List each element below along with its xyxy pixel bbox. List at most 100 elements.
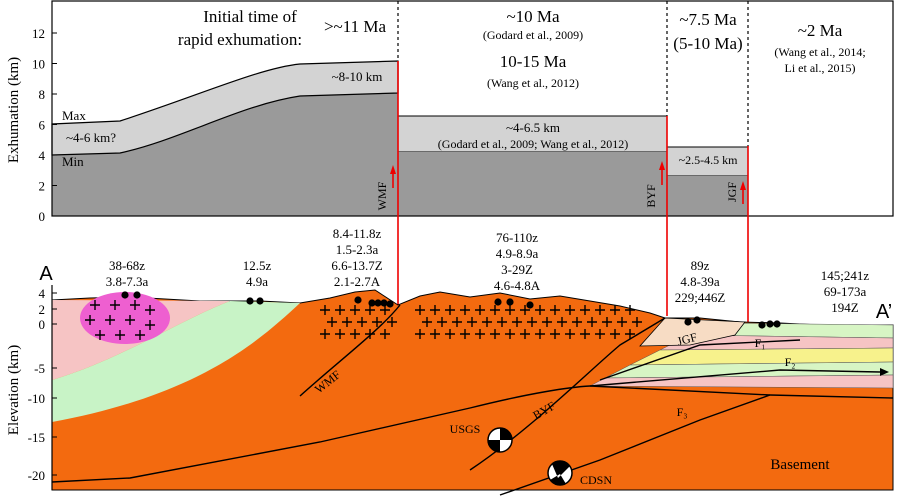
plus xyxy=(580,329,590,339)
y-tick-label: 4 xyxy=(39,148,46,163)
age-label: 4.6-4.8A xyxy=(494,278,541,293)
sample-dot xyxy=(684,318,692,326)
layer xyxy=(52,301,300,422)
age-label: 8.4-11.8z xyxy=(333,226,382,241)
sample-dot xyxy=(758,321,766,329)
y-tick-label: -15 xyxy=(28,430,45,445)
plus xyxy=(372,317,382,327)
sample-dot xyxy=(766,320,774,328)
header-text: rapid exhumation: xyxy=(178,30,302,49)
fault xyxy=(589,369,881,387)
age-label: 1.5-2.3a xyxy=(336,242,379,257)
age-label: ~2 Ma xyxy=(798,21,843,40)
plus xyxy=(475,329,485,339)
y-tick-label: 10 xyxy=(32,57,45,72)
source-label: (Wang et al., 2012) xyxy=(487,76,579,90)
sample-dot xyxy=(386,300,394,308)
age-label: 76-110z xyxy=(496,230,538,245)
fault xyxy=(589,385,771,396)
plus xyxy=(617,317,627,327)
plus xyxy=(445,329,455,339)
plus xyxy=(95,330,105,340)
plus xyxy=(445,305,455,315)
range-label: ~4-6 km? xyxy=(66,130,116,145)
sample-dot xyxy=(506,298,514,306)
beachball-quadrant xyxy=(488,428,512,452)
plus xyxy=(320,329,330,339)
source-label: (Godard et al., 2009; Wang et al., 2012) xyxy=(438,137,628,151)
sample-dot xyxy=(526,301,534,309)
age-label: 10-15 Ma xyxy=(500,52,567,71)
plus xyxy=(542,317,552,327)
plus xyxy=(335,329,345,339)
arrow-head xyxy=(740,181,746,190)
plus xyxy=(610,305,620,315)
plus xyxy=(430,329,440,339)
age-label: 229;446Z xyxy=(675,290,726,305)
fault-label: F₃ xyxy=(677,405,688,419)
sample-dot xyxy=(773,320,781,328)
plus xyxy=(520,305,530,315)
age-label: 2.1-2.7A xyxy=(334,274,381,289)
plus xyxy=(490,329,500,339)
y-tick-label: 4 xyxy=(39,286,46,301)
plus xyxy=(342,317,352,327)
max-area xyxy=(397,115,668,153)
age-label: ~10 Ma xyxy=(506,7,560,26)
sample-dot xyxy=(246,297,254,305)
plus xyxy=(415,329,425,339)
plus xyxy=(85,315,95,325)
sample-dot xyxy=(374,299,382,307)
fault-label: BYF xyxy=(644,184,658,208)
elevation-axis: 420 -5 -10 -15 -20 xyxy=(28,286,57,483)
fault xyxy=(299,304,401,397)
age-label: ~7.5 Ma xyxy=(679,10,737,29)
sample-dot xyxy=(133,291,141,299)
arrow-head xyxy=(880,368,889,376)
plus xyxy=(145,305,155,315)
exhumation-shading xyxy=(51,60,749,216)
plus xyxy=(505,329,515,339)
plus xyxy=(125,315,135,325)
y-tick-label: 0 xyxy=(39,317,46,332)
y-tick-label: 6 xyxy=(39,118,46,133)
age-label: 38-68z xyxy=(109,258,145,273)
plus xyxy=(565,305,575,315)
section-end-label: A xyxy=(39,263,53,285)
age-label: 194Z xyxy=(831,300,859,315)
plus xyxy=(535,329,545,339)
plus xyxy=(460,329,470,339)
plus xyxy=(602,317,612,327)
plus xyxy=(587,317,597,327)
plus xyxy=(365,329,375,339)
range-label: ~8-10 km xyxy=(332,69,383,84)
age-label: 4.8-39a xyxy=(680,274,720,289)
section-end-label: A’ xyxy=(876,301,892,323)
plus xyxy=(557,317,567,327)
age-label: 69-173a xyxy=(824,284,867,299)
plus xyxy=(490,305,500,315)
sample-dot xyxy=(354,296,362,304)
plus xyxy=(335,305,345,315)
plus xyxy=(415,305,425,315)
layer xyxy=(589,374,894,389)
pluton xyxy=(80,292,170,344)
y-tick-label: 12 xyxy=(32,26,45,41)
age-label: 4.9-8.9a xyxy=(496,246,539,261)
y-tick-label: 2 xyxy=(39,302,46,317)
age-label: 3-29Z xyxy=(501,262,533,277)
plus xyxy=(625,305,635,315)
plus xyxy=(145,320,155,330)
y-axis-label: Elevation (km) xyxy=(6,345,22,435)
plus xyxy=(520,329,530,339)
plus xyxy=(625,329,635,339)
plus xyxy=(365,305,375,315)
plus xyxy=(572,317,582,327)
cross-section xyxy=(51,289,894,496)
arrow-head xyxy=(390,165,396,174)
plus xyxy=(422,317,432,327)
plus xyxy=(497,317,507,327)
sample-dot xyxy=(380,299,388,307)
plus xyxy=(527,317,537,327)
plus xyxy=(505,305,515,315)
